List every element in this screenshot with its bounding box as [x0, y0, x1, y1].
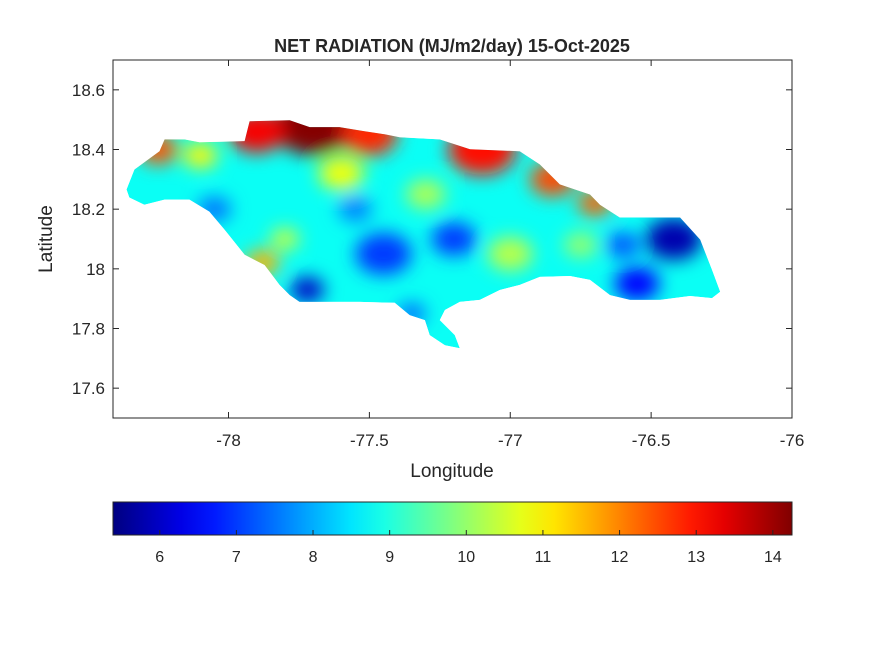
y-tick-label: 17.6 — [72, 379, 105, 398]
y-tick-label: 18.4 — [72, 141, 105, 160]
chart-title: NET RADIATION (MJ/m2/day) 15-Oct-2025 — [274, 36, 630, 56]
y-tick-label: 18.2 — [72, 200, 105, 219]
colorbar-tick-label: 10 — [457, 549, 475, 566]
field-cell — [431, 222, 477, 256]
y-axis-label: Latitude — [36, 205, 57, 273]
field-cell — [606, 232, 640, 258]
x-axis-label: Longitude — [410, 461, 493, 482]
field-cell — [406, 179, 446, 210]
colorbar-tick-label: 8 — [309, 549, 318, 566]
field-cell — [318, 156, 364, 191]
field-cell — [338, 196, 373, 222]
colorbar — [112, 501, 793, 536]
x-tick-label: -77 — [498, 431, 523, 450]
x-tick-label: -78 — [216, 431, 241, 450]
colorbar-tick-label: 11 — [535, 549, 552, 566]
colorbar-ticks: 6 7 8 9 10 11 12 13 14 — [155, 530, 782, 566]
colorbar-tick-label: 6 — [155, 549, 164, 566]
field-cell — [290, 277, 325, 303]
island-base-fill — [126, 120, 721, 349]
colorbar-tick-label: 12 — [611, 549, 629, 566]
field-cell — [355, 232, 412, 276]
field-cell — [487, 237, 533, 271]
field-cell — [270, 228, 299, 250]
y-tick-label: 18 — [86, 260, 105, 279]
field-cell — [563, 232, 598, 258]
y-tick-label: 17.8 — [72, 320, 105, 339]
x-tick-label: -76 — [780, 431, 805, 450]
colorbar-tick-label: 13 — [687, 549, 705, 566]
field-cell — [614, 266, 660, 301]
x-tick-label: -77.5 — [350, 431, 389, 450]
y-tick-label: 18.6 — [72, 81, 105, 100]
field-cell — [645, 217, 702, 261]
colorbar-tick-label: 7 — [232, 549, 241, 566]
x-axis: -78 -77.5 -77 -76.5 -76 — [216, 60, 804, 450]
x-tick-label: -76.5 — [632, 431, 671, 450]
y-axis: 17.6 17.8 18 18.2 18.4 18.6 — [72, 81, 792, 398]
colorbar-tick-label: 9 — [385, 549, 394, 566]
field-cell — [183, 142, 218, 169]
colorbar-tick-label: 14 — [764, 549, 782, 566]
